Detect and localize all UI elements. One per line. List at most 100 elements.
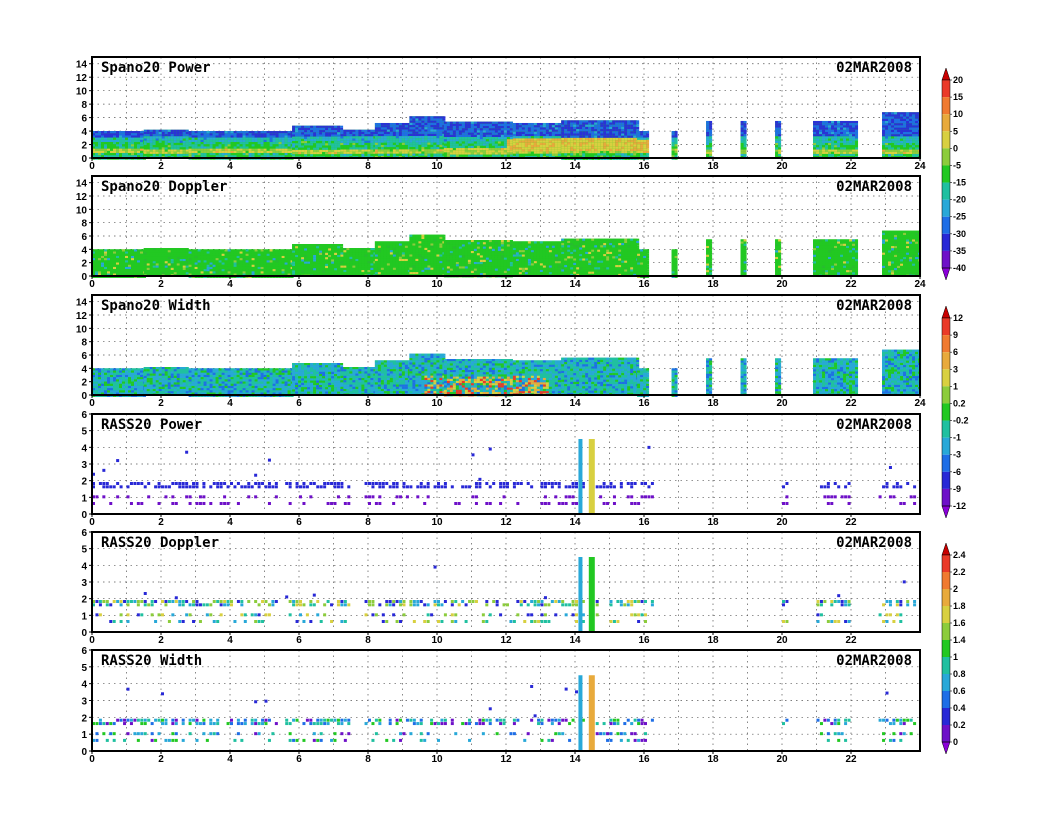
x-tick-label: 4 [227, 161, 233, 172]
y-tick-label: 1 [81, 611, 87, 622]
x-tick-label: 4 [227, 635, 233, 646]
colorbar-arrow-top [941, 542, 951, 556]
colorbar-label: -1 [953, 433, 961, 443]
colorbar-label: 6 [953, 347, 958, 357]
colorbar-swatch [942, 386, 950, 404]
y-tick-label: 4 [81, 680, 87, 691]
colorbar-label: -3 [953, 450, 961, 460]
y-tick-label: 8 [81, 219, 87, 230]
colorbar-label: 15 [953, 92, 963, 102]
colorbar: 12 9 6 3 1 0.2 -0.2 -1 -3 -6 -9 -12 [941, 305, 969, 519]
colorbar-label: 1 [953, 652, 958, 662]
colorbar-swatch [942, 488, 950, 506]
colorbar-label: 20 [953, 75, 963, 85]
y-tick-label: 10 [76, 87, 88, 98]
y-tick-label: 0 [81, 628, 87, 639]
x-axis: 0 2 4 6 8 10 12 14 16 18 20 22 24 [89, 158, 926, 172]
x-tick-label: 14 [569, 635, 581, 646]
colorbar-swatch [942, 589, 950, 606]
colorbar-swatch [942, 623, 950, 640]
x-axis: 0 2 4 6 8 10 12 14 16 18 20 22 24 [89, 276, 926, 290]
colorbar-arrow-bottom [941, 505, 951, 519]
y-tick-label: 3 [81, 578, 87, 589]
x-tick-label: 12 [500, 754, 512, 765]
x-tick-label: 20 [776, 398, 788, 409]
data-field [92, 349, 922, 397]
x-tick-label: 14 [569, 398, 581, 409]
y-tick-label: 8 [81, 338, 87, 349]
colorbar-swatch [942, 725, 950, 742]
y-tick-label: 4 [81, 364, 87, 375]
grid-lines [92, 414, 920, 514]
colorbar-swatch [942, 352, 950, 370]
x-tick-label: 8 [365, 279, 371, 290]
x-tick-label: 6 [296, 161, 302, 172]
y-tick-label: 14 [76, 60, 88, 71]
panel-title: RASS20 Power [101, 417, 202, 433]
x-tick-label: 6 [296, 635, 302, 646]
y-tick-label: 10 [76, 205, 88, 216]
y-tick-label: 4 [81, 561, 87, 572]
y-tick-label: 6 [81, 114, 87, 125]
y-tick-label: 2 [81, 713, 87, 724]
colorbar-swatch [942, 165, 950, 183]
x-tick-label: 14 [569, 161, 581, 172]
x-tick-label: 12 [500, 161, 512, 172]
y-tick-label: 12 [76, 192, 88, 203]
x-tick-label: 2 [158, 754, 164, 765]
colorbar-label: 1.4 [953, 635, 966, 645]
colorbar-swatch [942, 572, 950, 589]
colorbar-label: 2 [953, 584, 958, 594]
colorbar-swatch [942, 199, 950, 217]
x-tick-label: 14 [569, 279, 581, 290]
x-tick-label: 8 [365, 161, 371, 172]
x-tick-label: 8 [365, 398, 371, 409]
panel-date: 02MAR2008 [836, 298, 912, 314]
colorbar-swatch [942, 318, 950, 336]
x-axis: 0 2 4 6 8 10 12 14 16 18 20 22 [89, 632, 857, 646]
x-tick-label: 22 [845, 754, 857, 765]
x-tick-label: 10 [431, 398, 443, 409]
x-tick-label: 0 [89, 635, 95, 646]
panel-date: 02MAR2008 [836, 60, 912, 76]
x-tick-label: 18 [707, 279, 719, 290]
colorbar-swatch [942, 233, 950, 251]
colorbar-label: 3 [953, 364, 958, 374]
x-tick-label: 6 [296, 754, 302, 765]
colorbar-swatch [942, 403, 950, 421]
x-tick-label: 16 [638, 279, 650, 290]
x-tick-label: 12 [500, 398, 512, 409]
colorbar-label: -40 [953, 263, 966, 273]
grid-lines [92, 650, 920, 751]
x-tick-label: 16 [638, 398, 650, 409]
colorbar: 20 15 10 5 0 -5 -15 -20 -25 -30 -35 -40 [941, 67, 966, 281]
colorbar-label: 0.2 [953, 720, 966, 730]
colorbar-swatch [942, 369, 950, 387]
colorbar-swatch [942, 606, 950, 623]
colorbar-swatch [942, 420, 950, 438]
y-tick-label: 0 [81, 272, 87, 283]
colorbar-label: 12 [953, 313, 963, 323]
colorbar-label: -35 [953, 246, 966, 256]
colorbar-swatch [942, 182, 950, 200]
colorbar-swatch [942, 148, 950, 166]
colorbar-label: -9 [953, 484, 961, 494]
x-tick-label: 12 [500, 517, 512, 528]
colorbar-arrow-top [941, 305, 951, 319]
x-tick-label: 18 [707, 398, 719, 409]
y-tick-label: 2 [81, 259, 87, 270]
x-tick-label: 2 [158, 161, 164, 172]
panel-date: 02MAR2008 [836, 179, 912, 195]
x-tick-label: 0 [89, 279, 95, 290]
colorbar-swatch [942, 216, 950, 234]
colorbar-label: 1 [953, 381, 958, 391]
x-tick-label: 6 [296, 517, 302, 528]
colorbar-label: 1.6 [953, 618, 966, 628]
colorbar-label: -12 [953, 501, 966, 511]
x-tick-label: 20 [776, 754, 788, 765]
colorbar-label: 1.8 [953, 601, 966, 611]
data-field [92, 675, 917, 751]
